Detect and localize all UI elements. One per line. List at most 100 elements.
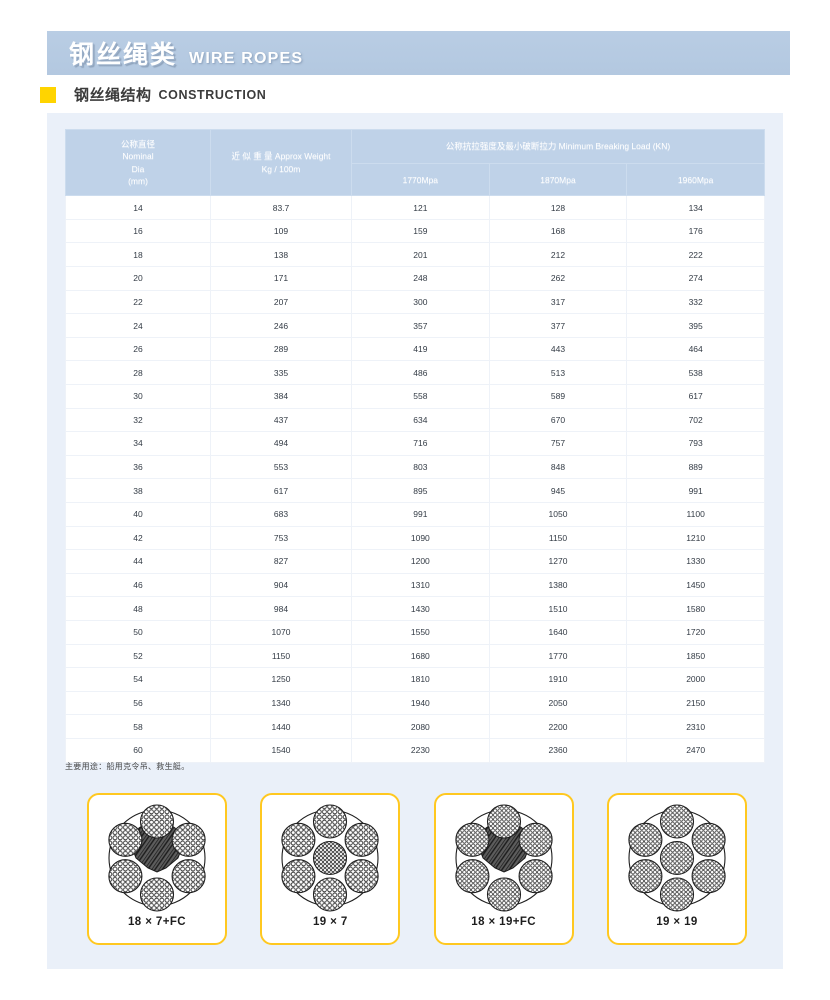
cell-mbl-1870: 848 <box>488 454 628 480</box>
cell-mbl-1960: 1580 <box>626 596 765 621</box>
cell-nominal-dia: 30 <box>65 384 211 409</box>
cell-mbl-1960: 617 <box>626 384 765 409</box>
cell-mbl-1870: 2200 <box>488 714 628 739</box>
cell-mbl-1870: 1640 <box>488 619 628 645</box>
cell-approx-weight: 138 <box>210 242 352 268</box>
table-row: 52 1150 1680 1770 1850 <box>65 643 765 669</box>
cell-mbl-1960: 1720 <box>626 619 765 645</box>
cell-mbl-1960: 1330 <box>626 549 765 574</box>
table-row: 36 553 803 848 889 <box>65 454 765 480</box>
cell-nominal-dia: 60 <box>65 737 211 763</box>
cell-mbl-1870: 317 <box>488 289 628 315</box>
cell-mbl-1770: 1940 <box>351 690 490 716</box>
cell-mbl-1870: 1150 <box>488 525 628 551</box>
header-nominal-dia: 公称直径 Nominal Dia (mm) <box>65 128 211 197</box>
table-body: 14 83.7 121 128 134 16 109 159 168 176 18 138 201 212… <box>65 195 765 763</box>
cell-nominal-dia: 24 <box>65 313 211 338</box>
table-row: 22 207 300 317 332 <box>65 289 765 315</box>
cell-nominal-dia: 22 <box>65 289 211 315</box>
specification-table: 公称直径 Nominal Dia (mm) 近 似 重 量 Approx Wei… <box>65 128 765 763</box>
cell-mbl-1870: 945 <box>488 478 628 503</box>
cell-nominal-dia: 18 <box>65 242 211 268</box>
cell-mbl-1870: 377 <box>488 313 628 338</box>
cell-approx-weight: 683 <box>210 501 352 527</box>
cell-approx-weight: 83.7 <box>210 195 352 220</box>
cell-mbl-1870: 128 <box>488 195 628 220</box>
table-header-row-2: 1770Mpa 1870Mpa 1960Mpa <box>66 163 765 197</box>
cell-approx-weight: 437 <box>210 407 352 433</box>
cell-approx-weight: 207 <box>210 289 352 315</box>
cell-mbl-1870: 513 <box>488 360 628 385</box>
cell-mbl-1870: 670 <box>488 407 628 433</box>
cell-mbl-1960: 538 <box>626 360 765 385</box>
cell-mbl-1770: 1550 <box>351 619 490 645</box>
cell-mbl-1770: 1090 <box>351 525 490 551</box>
banner-title-cn: 钢丝绳类 <box>69 41 178 69</box>
cell-nominal-dia: 48 <box>65 596 211 621</box>
cell-mbl-1770: 2230 <box>351 737 490 763</box>
construction-card[interactable]: 19 × 7 <box>260 793 401 945</box>
cell-mbl-1960: 2150 <box>626 690 765 716</box>
cell-approx-weight: 1540 <box>210 737 352 763</box>
header-grade-1870: 1870Mpa <box>488 163 628 197</box>
cell-mbl-1770: 1310 <box>351 572 490 598</box>
cell-approx-weight: 494 <box>210 431 352 456</box>
cell-approx-weight: 289 <box>210 336 352 362</box>
cell-mbl-1960: 1850 <box>626 643 765 669</box>
cell-nominal-dia: 38 <box>65 478 211 503</box>
cell-approx-weight: 1250 <box>210 667 352 692</box>
construction-card[interactable]: 19 × 19 <box>606 793 747 945</box>
cell-nominal-dia: 58 <box>65 714 211 739</box>
construction-card[interactable]: 18 × 19+FC <box>433 793 574 945</box>
cell-approx-weight: 904 <box>210 572 352 598</box>
header-nominal-dia-unit: (mm) <box>128 175 148 186</box>
yellow-square-marker-icon <box>40 86 56 103</box>
header-nominal-dia-cn: 公称直径 <box>120 139 155 149</box>
cell-mbl-1870: 2050 <box>488 690 628 716</box>
cell-nominal-dia: 44 <box>65 549 211 574</box>
cell-mbl-1870: 1510 <box>488 596 628 621</box>
cell-mbl-1870: 589 <box>488 384 628 409</box>
cell-approx-weight: 984 <box>210 596 352 621</box>
table-row: 26 289 419 443 464 <box>65 336 765 362</box>
table-row: 40 683 991 1050 1100 <box>65 501 765 527</box>
cell-nominal-dia: 32 <box>65 407 211 433</box>
cell-approx-weight: 109 <box>210 218 352 244</box>
table-row: 32 437 634 670 702 <box>65 407 765 433</box>
cell-mbl-1960: 1450 <box>626 572 765 598</box>
cell-mbl-1770: 300 <box>351 289 490 315</box>
section-heading: 钢丝绳结构 CONSTRUCTION <box>40 84 266 105</box>
cell-mbl-1960: 274 <box>626 266 765 291</box>
cell-nominal-dia: 26 <box>65 336 211 362</box>
cell-nominal-dia: 52 <box>65 643 211 669</box>
rope-cross-section-icon <box>622 804 732 912</box>
cell-approx-weight: 171 <box>210 266 352 291</box>
cell-approx-weight: 335 <box>210 360 352 385</box>
table-row: 16 109 159 168 176 <box>65 218 765 244</box>
cell-mbl-1770: 159 <box>351 218 490 244</box>
cell-mbl-1870: 443 <box>488 336 628 362</box>
section-title-cn: 钢丝绳结构 <box>74 87 152 104</box>
construction-card[interactable]: 18 × 7+FC <box>87 793 227 945</box>
cell-approx-weight: 1440 <box>210 714 352 739</box>
table-row: 48 984 1430 1510 1580 <box>65 596 765 621</box>
cell-mbl-1770: 2080 <box>351 714 490 739</box>
cell-mbl-1770: 248 <box>351 266 490 291</box>
cell-mbl-1770: 895 <box>351 478 490 503</box>
table-row: 56 1340 1940 2050 2150 <box>65 690 765 716</box>
cell-mbl-1870: 1910 <box>488 667 628 692</box>
cell-approx-weight: 1150 <box>210 643 352 669</box>
cell-mbl-1960: 991 <box>626 478 765 503</box>
cell-nominal-dia: 20 <box>65 266 211 291</box>
cell-mbl-1770: 1810 <box>351 667 490 692</box>
cell-mbl-1960: 1100 <box>626 501 765 527</box>
cell-nominal-dia: 40 <box>65 501 211 527</box>
table-row: 58 1440 2080 2200 2310 <box>65 714 765 739</box>
table-row: 34 494 716 757 793 <box>65 431 765 456</box>
cell-mbl-1870: 212 <box>488 242 628 268</box>
header-grade-1960: 1960Mpa <box>626 163 765 197</box>
header-approx-weight: 近 似 重 量 Approx Weight Kg / 100m <box>210 128 352 197</box>
spec-table-container: 公称直径 Nominal Dia (mm) 近 似 重 量 Approx Wei… <box>65 128 765 763</box>
cell-mbl-1770: 634 <box>351 407 490 433</box>
table-head: 公称直径 Nominal Dia (mm) 近 似 重 量 Approx Wei… <box>65 128 765 197</box>
